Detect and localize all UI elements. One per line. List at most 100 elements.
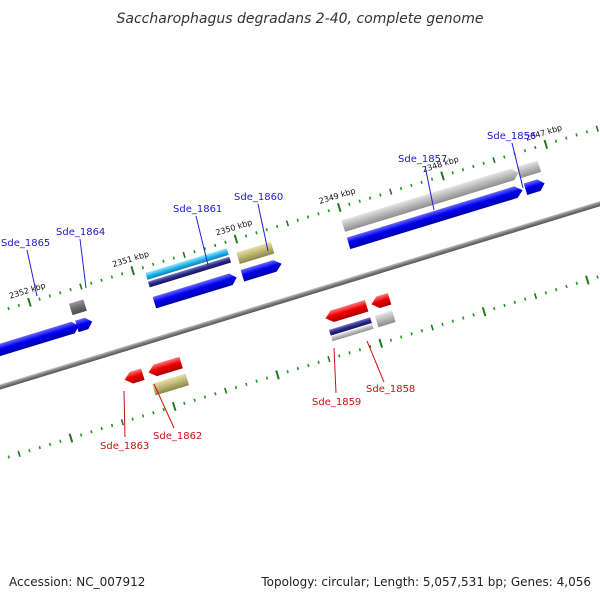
reverse-ruler-tick [7, 455, 10, 459]
reverse-ruler-tick [110, 423, 114, 428]
forward-ruler-tick [162, 259, 165, 263]
gene-sde1862[interactable] [147, 356, 183, 378]
reverse-ruler-tick [523, 297, 527, 301]
forward-ruler-tick [213, 243, 217, 248]
reverse-ruler-tick [533, 292, 538, 300]
forward-ruler-tick [492, 157, 496, 164]
genome-backbone [0, 164, 600, 421]
reverse-ruler-tick [152, 411, 155, 415]
forward-ruler-tick [296, 218, 299, 222]
accession-label: Accession: NC_007912 [9, 575, 145, 589]
gene-sde1858-shade[interactable] [374, 310, 396, 328]
gene-sde1857[interactable] [346, 184, 525, 250]
gene-label-sde1860[interactable]: Sde_1860 [234, 192, 283, 203]
gene-label-sde1856[interactable]: Sde_1856 [487, 131, 536, 142]
gene-label-sde1859[interactable]: Sde_1859 [312, 397, 361, 408]
reverse-ruler-tick [141, 414, 145, 418]
reverse-ruler-tick [503, 303, 506, 308]
forward-ruler-tick [172, 256, 176, 260]
reverse-ruler-tick [462, 316, 465, 320]
reverse-ruler-tick [575, 281, 579, 286]
forward-ruler-tick [389, 188, 393, 195]
forward-ruler-tick [130, 266, 135, 276]
gene-sde1861[interactable] [152, 272, 239, 309]
forward-ruler-tick [585, 130, 589, 134]
gene-sde1865[interactable] [0, 320, 81, 373]
gene-label-sde1861[interactable]: Sde_1861 [173, 204, 222, 215]
gene-sde1864-shade[interactable] [68, 299, 87, 316]
reverse-ruler-tick [28, 449, 31, 453]
forward-ruler-tick [543, 139, 549, 149]
reverse-ruler-tick [327, 356, 331, 363]
forward-ruler-tick [472, 164, 475, 169]
reverse-ruler-tick [193, 398, 196, 402]
gene-sde1859[interactable] [324, 300, 369, 324]
reverse-ruler-tick [100, 426, 103, 431]
forward-ruler-tick [410, 183, 413, 188]
gene-sde1862-shade[interactable] [152, 373, 190, 396]
reverse-genes [123, 293, 396, 396]
forward-ruler-tick [120, 272, 124, 276]
reverse-ruler-tick [348, 351, 351, 355]
reverse-ruler-tick [441, 322, 444, 327]
reverse-ruler-tick [203, 395, 207, 399]
forward-ruler-tick [368, 196, 372, 200]
gene-sde1864[interactable] [75, 316, 94, 333]
forward-ruler-tick [255, 231, 258, 235]
reverse-ruler-tick [338, 354, 341, 358]
gene-label-sde1864[interactable]: Sde_1864 [56, 227, 105, 238]
forward-ruler-tick [440, 171, 445, 181]
gene-sde1859-shade[interactable] [331, 323, 374, 342]
leader-sde1865 [26, 249, 38, 297]
forward-ruler-tick [48, 294, 52, 298]
forward-ruler-tick [265, 227, 268, 232]
forward-ruler-tick [110, 275, 114, 279]
reverse-ruler-tick [296, 366, 300, 371]
reverse-ruler-tick [38, 445, 41, 450]
reverse-ruler-tick [255, 379, 258, 383]
gene-label-sde1862[interactable]: Sde_1862 [153, 431, 202, 442]
gene-label-sde1863[interactable]: Sde_1863 [100, 441, 149, 452]
leader-sde1857 [424, 165, 435, 211]
gene-sde1860-shade[interactable] [236, 242, 275, 265]
leader-sde1858 [366, 340, 385, 383]
reverse-ruler-tick [59, 439, 62, 443]
reverse-ruler-tick [214, 392, 217, 396]
reverse-ruler-tick [171, 401, 177, 412]
forward-ruler-tick [336, 202, 342, 213]
forward-ruler-tick [317, 212, 320, 216]
reverse-ruler-tick [544, 291, 548, 295]
forward-ruler-tick [327, 209, 330, 213]
gene-label-sde1865[interactable]: Sde_1865 [1, 238, 50, 249]
tick-ruler-reverse [7, 275, 599, 459]
reverse-ruler-tick [17, 450, 21, 457]
gene-sde1861-cyan[interactable] [145, 248, 229, 280]
reverse-ruler-tick [565, 284, 568, 289]
forward-ruler-tick [348, 202, 351, 207]
tick-ruler-forward [7, 125, 599, 311]
leader-sde1859 [333, 347, 337, 394]
gene-sde1858[interactable] [370, 293, 392, 310]
gene-sde1856[interactable] [523, 178, 547, 195]
forward-ruler-tick [358, 199, 361, 203]
forward-ruler-tick [565, 136, 568, 140]
forward-ruler-tick [554, 139, 558, 143]
forward-genes [0, 160, 547, 373]
gene-label-sde1858[interactable]: Sde_1858 [366, 384, 415, 395]
forward-ruler-tick [7, 306, 10, 311]
tick-label: 2352 kbp [8, 281, 47, 301]
gene-sde1861-navy[interactable] [147, 256, 232, 288]
gene-sde1860[interactable] [240, 258, 284, 282]
gene-label-sde1857[interactable]: Sde_1857 [398, 154, 447, 165]
gene-sde1863[interactable] [123, 368, 145, 385]
leader-sde1862 [153, 383, 175, 429]
gene-sde1856-shade[interactable] [516, 160, 542, 179]
forward-ruler-tick [38, 297, 41, 301]
gene-sde1857-shade[interactable] [341, 167, 521, 232]
reverse-ruler-tick [420, 329, 424, 333]
forward-ruler-tick [182, 251, 186, 259]
gene-sde1859-navy[interactable] [328, 317, 372, 336]
reverse-ruler-tick [430, 324, 434, 331]
genome-summary: Topology: circular; Length: 5,057,531 bp… [260, 575, 591, 589]
reverse-ruler-tick [79, 433, 83, 437]
